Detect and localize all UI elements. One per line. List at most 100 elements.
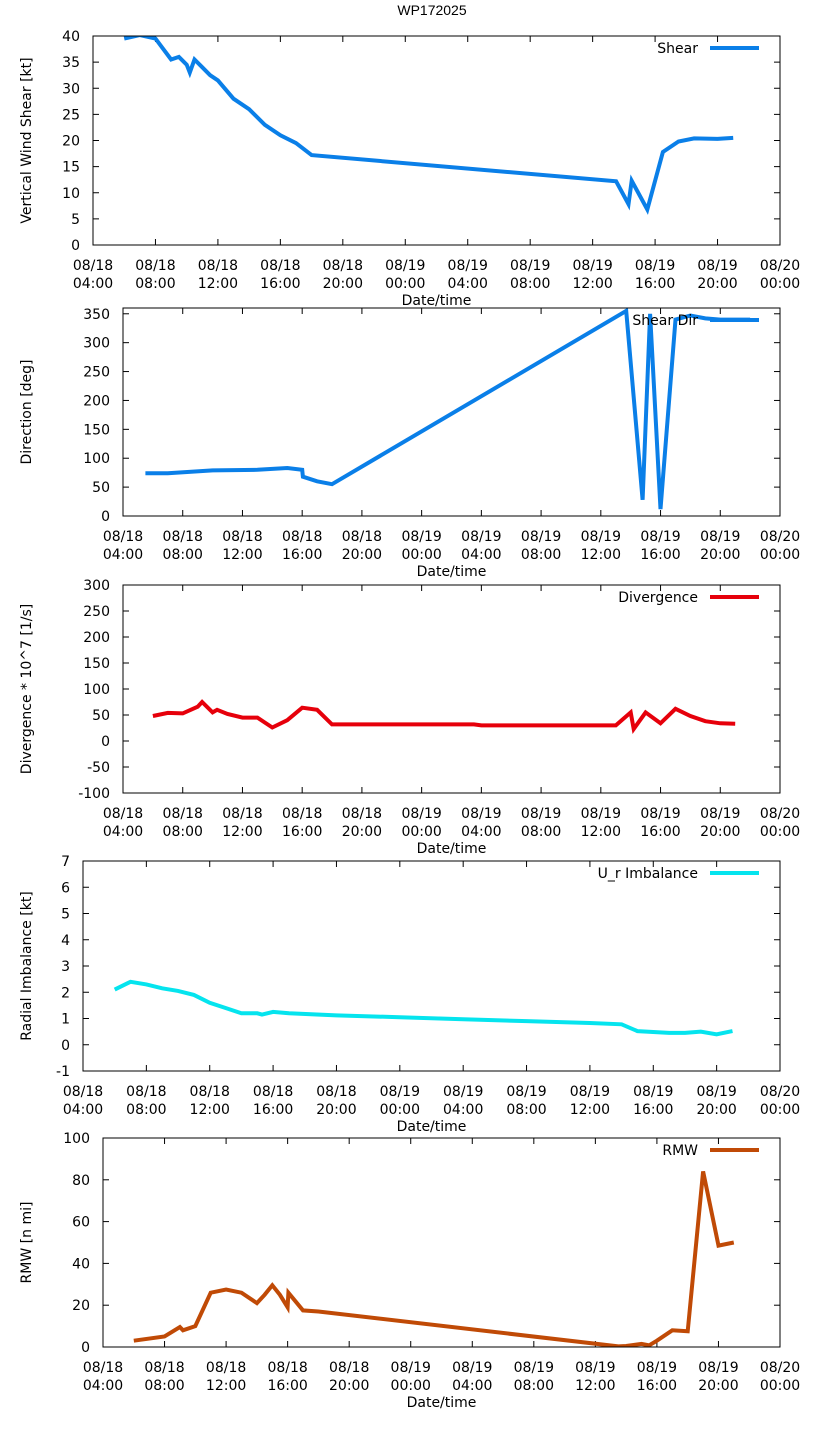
legend-label: U_r Imbalance bbox=[598, 866, 698, 882]
y-tick-label: 5 bbox=[71, 212, 80, 228]
x-axis-label: Date/time bbox=[417, 564, 487, 580]
x-tick-label: 08:00 bbox=[506, 1102, 546, 1118]
x-tick-label: 08/18 bbox=[222, 806, 262, 822]
y-tick-label: 20 bbox=[62, 134, 80, 150]
x-tick-label: 08/18 bbox=[342, 529, 382, 545]
x-tick-label: 08/19 bbox=[700, 806, 740, 822]
x-tick-label: 20:00 bbox=[698, 1378, 738, 1394]
y-tick-label: 3 bbox=[61, 959, 70, 975]
x-tick-label: 12:00 bbox=[570, 1102, 610, 1118]
x-tick-label: 08:00 bbox=[514, 1378, 554, 1394]
x-tick-label: 08/19 bbox=[514, 1360, 554, 1376]
x-tick-label: 08/18 bbox=[144, 1360, 184, 1376]
x-tick-label: 08/19 bbox=[506, 1084, 546, 1100]
x-tick-label: 08/20 bbox=[760, 806, 800, 822]
panel-vertical-wind-shear: 0 5 10 15 20 25 30 35 40 08/18 04:00 08/18 08:00 08/1… bbox=[19, 29, 800, 309]
y-tick-label: 0 bbox=[101, 509, 110, 525]
x-tick-label: 08/19 bbox=[572, 258, 612, 274]
legend-label: Divergence bbox=[618, 590, 698, 606]
x-tick-label: 08/18 bbox=[253, 1084, 293, 1100]
y-tick-label: 80 bbox=[72, 1173, 90, 1189]
y-tick-label: 1 bbox=[61, 1012, 70, 1028]
x-tick-label: 08/20 bbox=[760, 529, 800, 545]
x-tick-label: 08/20 bbox=[760, 1084, 800, 1100]
x-tick-label: 08/19 bbox=[452, 1360, 492, 1376]
x-tick-label: 12:00 bbox=[206, 1378, 246, 1394]
x-tick-label: 08:00 bbox=[163, 824, 203, 840]
y-tick-label: 5 bbox=[61, 907, 70, 923]
x-tick-label: 08/18 bbox=[198, 258, 238, 274]
y-tick-label: 150 bbox=[83, 422, 110, 438]
x-axis-label: Date/time bbox=[402, 293, 472, 309]
x-tick-label: 00:00 bbox=[385, 276, 425, 292]
x-tick-label: 12:00 bbox=[575, 1378, 615, 1394]
y-tick-label: 0 bbox=[61, 1038, 70, 1054]
x-axis-label: Date/time bbox=[417, 841, 487, 857]
y-tick-label: 7 bbox=[61, 854, 70, 870]
y-tick-label: 200 bbox=[83, 630, 110, 646]
x-tick-label: 08/19 bbox=[461, 529, 501, 545]
panel-divergence: -100 -50 0 50 100 150 200 250 300 08/18 04:00 08/18… bbox=[19, 578, 800, 857]
x-tick-label: 08/18 bbox=[282, 806, 322, 822]
x-tick-label: 08/18 bbox=[103, 806, 143, 822]
y-tick-label: 10 bbox=[62, 186, 80, 202]
y-axis-label: Direction [deg] bbox=[19, 359, 35, 464]
y-tick-label: 25 bbox=[62, 107, 80, 123]
x-tick-label: 12:00 bbox=[190, 1102, 230, 1118]
x-tick-label: 08/19 bbox=[401, 806, 441, 822]
x-tick-label: 12:00 bbox=[198, 276, 238, 292]
plot-frame bbox=[122, 584, 781, 794]
x-tick-label: 16:00 bbox=[282, 824, 322, 840]
x-tick-label: 04:00 bbox=[443, 1102, 483, 1118]
y-tick-label: 60 bbox=[72, 1215, 90, 1231]
x-tick-label: 08:00 bbox=[144, 1378, 184, 1394]
x-tick-label: 20:00 bbox=[316, 1102, 356, 1118]
x-tick-label: 04:00 bbox=[63, 1102, 103, 1118]
series-line bbox=[145, 308, 751, 510]
y-tick-label: 35 bbox=[62, 55, 80, 71]
series-line bbox=[133, 1170, 735, 1347]
x-tick-label: 04:00 bbox=[452, 1378, 492, 1394]
figure-title: WP172025 bbox=[397, 2, 466, 18]
x-tick-label: 08/19 bbox=[633, 1084, 673, 1100]
x-tick-label: 08/18 bbox=[206, 1360, 246, 1376]
x-tick-label: 20:00 bbox=[700, 547, 740, 563]
x-tick-label: 08/18 bbox=[135, 258, 175, 274]
legend-label: RMW bbox=[662, 1143, 698, 1159]
y-tick-label: 100 bbox=[83, 682, 110, 698]
x-tick-label: 00:00 bbox=[401, 824, 441, 840]
x-tick-label: 16:00 bbox=[637, 1378, 677, 1394]
y-tick-label: 2 bbox=[61, 985, 70, 1001]
x-tick-label: 08/19 bbox=[401, 529, 441, 545]
y-tick-label: 300 bbox=[83, 578, 110, 594]
y-tick-label: 6 bbox=[61, 880, 70, 896]
x-tick-label: 08/19 bbox=[521, 806, 561, 822]
x-tick-label: 08/19 bbox=[640, 806, 680, 822]
y-tick-label: 40 bbox=[62, 29, 80, 45]
x-tick-label: 00:00 bbox=[401, 547, 441, 563]
x-tick-label: 08/19 bbox=[697, 258, 737, 274]
x-tick-label: 08/18 bbox=[222, 529, 262, 545]
x-tick-label: 08/20 bbox=[760, 1360, 800, 1376]
x-axis-label: Date/time bbox=[397, 1119, 467, 1135]
y-tick-label: 30 bbox=[62, 81, 80, 97]
y-tick-label: 200 bbox=[83, 393, 110, 409]
x-tick-label: 04:00 bbox=[461, 547, 501, 563]
y-tick-label: 350 bbox=[83, 307, 110, 323]
x-tick-label: 04:00 bbox=[103, 824, 143, 840]
legend-label: Shear bbox=[657, 41, 698, 57]
x-tick-label: 08/20 bbox=[760, 258, 800, 274]
x-tick-label: 04:00 bbox=[448, 276, 488, 292]
plot-frame bbox=[92, 35, 781, 246]
x-axis-label: Date/time bbox=[407, 1395, 477, 1411]
y-tick-label: 0 bbox=[71, 238, 80, 254]
x-tick-label: 20:00 bbox=[342, 547, 382, 563]
x-tick-label: 12:00 bbox=[581, 824, 621, 840]
x-tick-label: 20:00 bbox=[696, 1102, 736, 1118]
panel-rmw: 0 20 40 60 80 100 08/18 04:00 08/18 08:00 08/18 12:… bbox=[19, 1131, 800, 1411]
y-tick-label: 15 bbox=[62, 160, 80, 176]
x-tick-label: 08:00 bbox=[163, 547, 203, 563]
x-tick-label: 20:00 bbox=[697, 276, 737, 292]
x-tick-label: 08:00 bbox=[135, 276, 175, 292]
